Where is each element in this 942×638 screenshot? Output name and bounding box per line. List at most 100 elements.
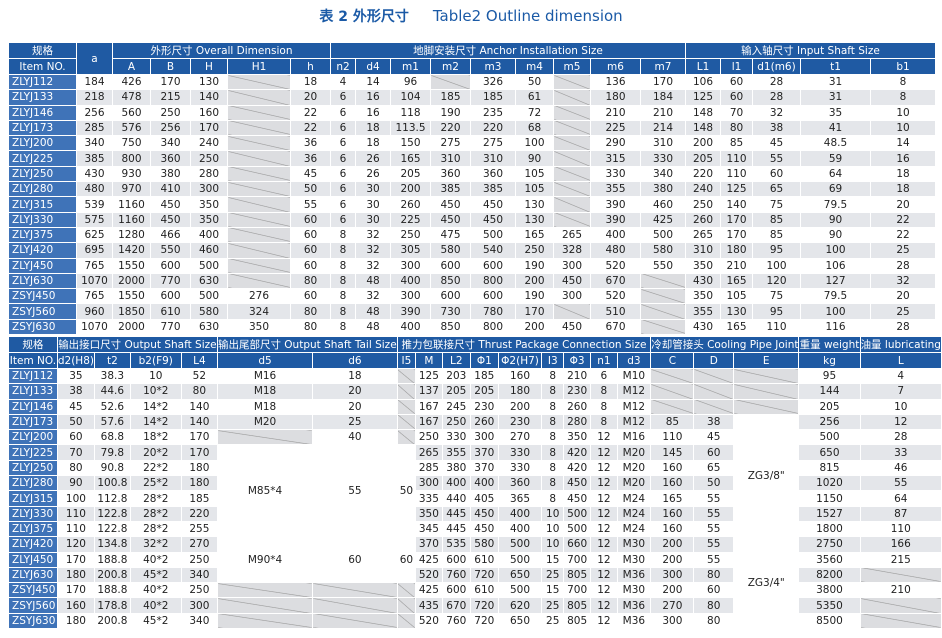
cell: 15	[541, 582, 565, 599]
cell: 18*2	[129, 429, 182, 446]
cell: 310	[470, 150, 516, 167]
cell: 460	[190, 242, 228, 259]
cell: 140	[180, 398, 218, 415]
cell: 300	[553, 288, 591, 305]
cell: 600	[441, 582, 471, 599]
cell: 500	[798, 429, 861, 446]
cell: 200	[515, 318, 554, 336]
cell: 285	[415, 459, 443, 477]
cell: 430	[685, 272, 721, 290]
cell: 520	[415, 566, 443, 584]
cell: 500	[190, 288, 228, 305]
cell: 4	[859, 367, 942, 385]
cell: 478	[112, 89, 151, 106]
item-no: ZSYJ630	[8, 318, 77, 336]
cell: 539	[76, 196, 113, 213]
cell: 50	[396, 444, 417, 538]
cell: 170	[190, 119, 228, 137]
data-row: ZLYJ112 35 38.3 10 52 M16 18 125 203 185 160 8 210 6 M…	[8, 367, 942, 385]
cell: 14*2	[129, 398, 182, 415]
cell: 87	[859, 505, 942, 522]
cell: 18	[355, 119, 391, 137]
cell: 370	[469, 444, 499, 461]
data-row: ZLYJ250 430 930 380 280 45 6 26 205 360 360 105 330 3…	[8, 165, 936, 183]
cell: 6	[330, 104, 356, 121]
cell: 350	[190, 196, 228, 213]
cell: 510	[590, 303, 641, 320]
title-cn: 表 2 外形尺寸	[319, 9, 409, 25]
cell: 55	[693, 505, 734, 522]
cell: 12	[590, 597, 618, 614]
cell: 6	[330, 150, 356, 167]
item-no: ZLYJ146	[8, 398, 58, 415]
cell: 120	[752, 272, 801, 290]
empty-cell	[227, 272, 291, 290]
cell: 200	[650, 551, 695, 568]
cell: 45*2	[129, 612, 182, 630]
cell: ZG3/8"	[732, 413, 800, 538]
cell: 390	[590, 211, 641, 228]
cell: 256	[76, 104, 113, 121]
cell: 215	[859, 551, 942, 568]
cell: 10	[129, 367, 182, 385]
cell: 450	[470, 211, 516, 228]
cell: 48	[355, 303, 391, 320]
cell: 70	[56, 444, 95, 461]
cell: 85	[650, 413, 695, 431]
column-header: M	[415, 352, 443, 369]
cell: 200	[650, 536, 695, 553]
item-no: ZLYJ375	[8, 226, 77, 244]
cell: 400	[497, 505, 543, 522]
cell: 270	[180, 536, 218, 553]
empty-cell	[396, 612, 417, 630]
cell: 328	[553, 242, 591, 259]
cell: 355	[590, 181, 641, 198]
empty-cell	[396, 398, 417, 415]
cell: 1160	[112, 211, 151, 228]
column-header: m7	[640, 58, 686, 75]
cell: 575	[76, 211, 113, 228]
cell: M16	[216, 367, 314, 385]
cell: 850	[430, 318, 471, 336]
empty-cell	[312, 597, 398, 614]
cell: 500	[190, 257, 228, 274]
column-header: A	[112, 58, 151, 75]
cell: 765	[76, 257, 113, 274]
cell: 2000	[112, 318, 151, 336]
cell: 40*2	[129, 551, 182, 568]
cell: 188.8	[93, 551, 131, 568]
cell: 350	[190, 211, 228, 228]
cell: 445	[441, 505, 471, 522]
cell: 32*2	[129, 536, 182, 553]
cell: 52	[180, 367, 218, 385]
empty-cell	[859, 597, 942, 614]
cell: 25	[541, 597, 565, 614]
empty-cell	[640, 303, 686, 320]
cell: 60	[290, 257, 331, 274]
cell: 8	[330, 257, 356, 274]
column-header: kg	[798, 352, 861, 369]
data-row: ZLYJ250 80 90.8 22*2 180 285 380 370 330 8 420 12 M2…	[8, 459, 942, 477]
cell: 250	[390, 226, 431, 244]
cell: 805	[563, 612, 592, 630]
cell: M24	[616, 520, 652, 538]
cell: 435	[415, 597, 443, 614]
table-output: 规格 输出接口尺寸 Output Shaft Size 输出尾部尺寸 Output …	[8, 336, 942, 630]
cell: 500	[497, 536, 543, 553]
cell: 85	[720, 135, 753, 152]
cell: 140	[720, 196, 753, 213]
cell: 72	[515, 104, 554, 121]
cell: 230	[563, 383, 592, 400]
cell: 670	[590, 272, 641, 290]
cell: 180	[180, 475, 218, 492]
cell: 650	[497, 566, 543, 584]
cell: 38	[752, 119, 801, 137]
empty-cell	[227, 165, 291, 183]
cell: 324	[227, 303, 291, 320]
cell: 280	[563, 413, 592, 431]
cell: 184	[76, 73, 113, 91]
cell: 100	[752, 257, 801, 274]
cell: 64	[859, 490, 942, 507]
cell: 466	[150, 226, 191, 244]
column-header: C	[650, 352, 695, 369]
